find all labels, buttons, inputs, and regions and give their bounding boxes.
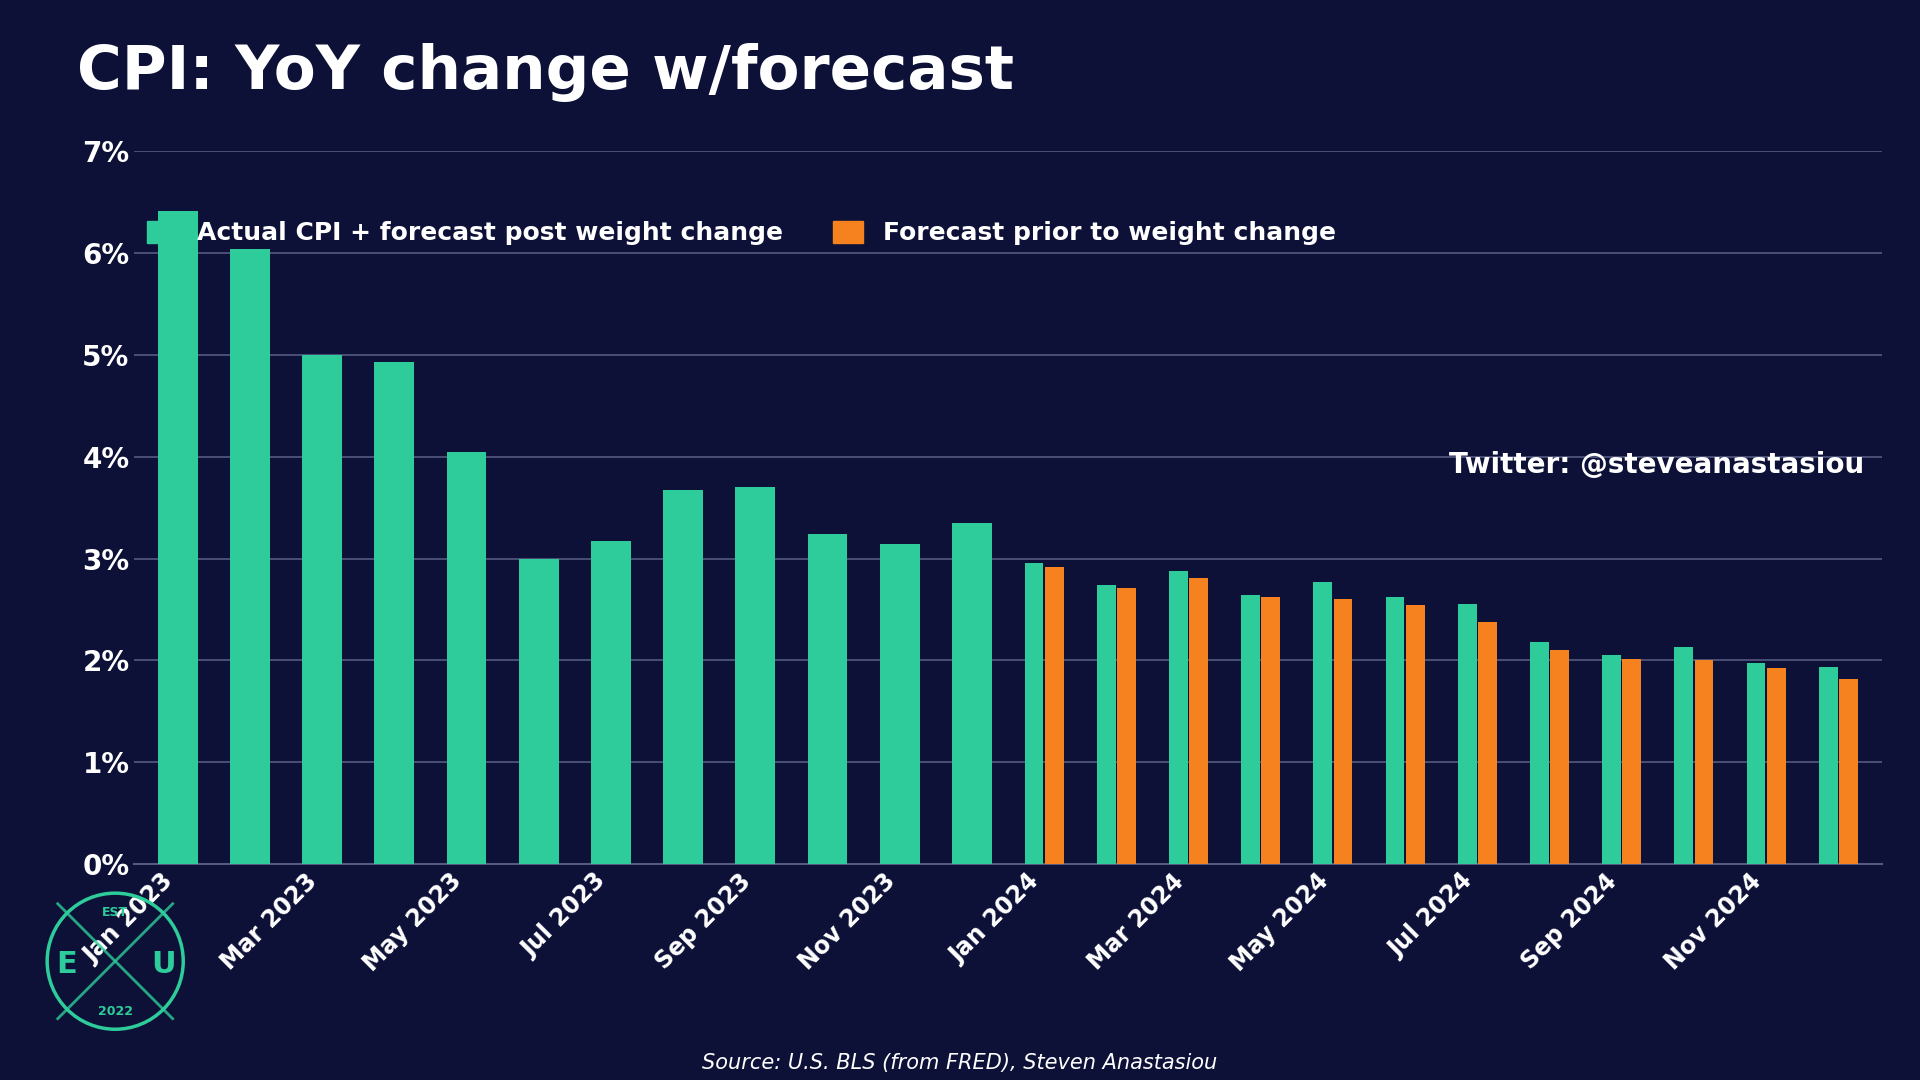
Bar <box>1839 678 1859 864</box>
Bar <box>1025 563 1043 864</box>
Bar <box>1386 597 1404 864</box>
Text: Twitter: @steveanastasiou: Twitter: @steveanastasiou <box>1450 450 1864 478</box>
Bar <box>1261 597 1281 864</box>
Bar <box>879 544 920 864</box>
Bar <box>952 523 993 864</box>
Bar <box>374 362 415 864</box>
Bar <box>662 490 703 864</box>
Bar <box>1096 585 1116 864</box>
Legend: Actual CPI + forecast post weight change, Forecast prior to weight change: Actual CPI + forecast post weight change… <box>148 220 1336 245</box>
Bar <box>1169 570 1188 864</box>
Bar <box>1478 622 1498 864</box>
Bar <box>1818 667 1837 864</box>
Bar <box>591 541 632 864</box>
Bar <box>447 451 486 864</box>
Bar <box>230 249 271 864</box>
Bar <box>735 487 776 864</box>
Bar <box>1313 582 1332 864</box>
Bar <box>1334 599 1352 864</box>
Bar <box>518 558 559 864</box>
Bar <box>157 212 198 864</box>
Bar <box>808 535 847 864</box>
Bar <box>1622 659 1642 864</box>
Bar <box>1117 588 1137 864</box>
Bar <box>1695 660 1713 864</box>
Bar <box>1601 656 1620 864</box>
Bar <box>1747 663 1764 864</box>
Bar <box>1044 567 1064 864</box>
Bar <box>1766 669 1786 864</box>
Bar <box>1530 642 1549 864</box>
Bar <box>1549 650 1569 864</box>
Text: CPI: YoY change w/forecast: CPI: YoY change w/forecast <box>77 43 1014 103</box>
Bar <box>1188 578 1208 864</box>
Bar <box>301 355 342 864</box>
Text: EST: EST <box>102 906 129 919</box>
Bar <box>1405 606 1425 864</box>
Bar <box>1674 647 1693 864</box>
Text: 2022: 2022 <box>98 1004 132 1017</box>
Text: U: U <box>152 949 177 978</box>
Bar <box>1240 595 1260 864</box>
Text: E: E <box>56 949 77 978</box>
Bar <box>1457 605 1476 864</box>
Text: Source: U.S. BLS (from FRED), Steven Anastasiou: Source: U.S. BLS (from FRED), Steven Ana… <box>703 1053 1217 1074</box>
